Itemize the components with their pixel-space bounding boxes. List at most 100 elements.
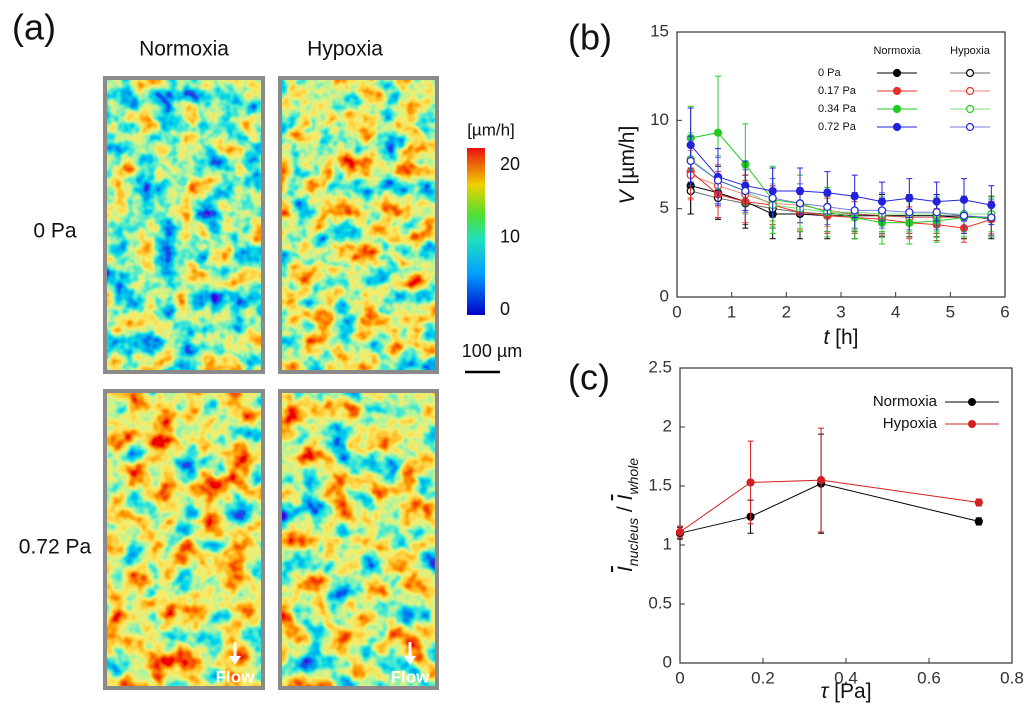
x-axis-symbol: τ — [820, 680, 829, 703]
y-axis-label: Inucleus / Iwhole — [614, 458, 641, 572]
panel-b: (b) t [h] V [µm/h] 0 1 2 3 4 5 6 0 5 10 15 Normoxia… — [568, 17, 1010, 349]
marker — [959, 211, 969, 220]
x-tick-label: 6 — [1000, 302, 1009, 321]
velocity-map — [105, 391, 263, 688]
y-tick-label: 2.5 — [648, 357, 672, 376]
legend-marker — [892, 86, 902, 96]
x-tick-label: 0.6 — [917, 668, 941, 687]
y-label-subscript: nucleus — [625, 518, 641, 566]
colorbar — [467, 148, 485, 315]
x-axis-symbol: t — [823, 326, 830, 349]
legend-header: Normoxia — [873, 45, 921, 57]
y-label-subscript: whole — [625, 458, 641, 495]
x-tick-label: 0.8 — [1000, 668, 1024, 687]
y-tick-label: 2 — [663, 416, 672, 435]
column-header: Normoxia — [139, 38, 229, 61]
x-axis-label: τ [Pa] — [820, 680, 871, 703]
x-tick-label: 5 — [946, 302, 955, 321]
series-line — [690, 160, 992, 218]
legend-marker — [892, 68, 902, 78]
series-line — [690, 171, 992, 229]
legend-label: 0.34 Pa — [818, 103, 857, 115]
x-tick-label: 0 — [675, 668, 684, 687]
marker — [987, 213, 996, 222]
plot-frame — [679, 367, 1013, 664]
legend-label: Hypoxia — [883, 415, 938, 432]
legend-label: 0.72 Pa — [818, 121, 857, 133]
y-label-symbol: I — [614, 494, 637, 500]
marker — [816, 476, 826, 485]
legend-marker — [965, 104, 975, 114]
legend-label: 0.17 Pa — [818, 85, 857, 97]
marker — [686, 156, 695, 166]
y-tick-label: 5 — [660, 198, 669, 217]
y-tick-label: 1 — [663, 534, 672, 553]
legend-marker — [892, 104, 902, 114]
colorbar-tick-label: 20 — [500, 154, 520, 174]
colorbar-tick-label: 0 — [500, 299, 510, 319]
velocity-map — [103, 76, 265, 374]
scale-bar-label: 100 µm — [462, 341, 522, 361]
y-tick-label: 15 — [650, 21, 669, 40]
marker — [713, 128, 723, 137]
map-border — [278, 389, 439, 690]
velocity-map — [280, 391, 437, 688]
map-border — [278, 76, 439, 374]
series-line — [690, 158, 992, 215]
marker — [850, 206, 859, 215]
y-axis-symbol: V — [616, 188, 639, 204]
marker — [974, 498, 983, 507]
velocity-map — [280, 78, 437, 372]
panel-label: (c) — [568, 357, 610, 398]
marker — [741, 186, 750, 196]
x-tick-label: 2 — [782, 302, 791, 321]
legend-marker — [968, 420, 976, 428]
y-tick-label: 1.5 — [648, 475, 672, 494]
colorbar-unit: [µm/h] — [467, 120, 515, 139]
x-tick-label: 4 — [891, 302, 900, 321]
panel-c: (c) τ [Pa] Inucleus / Iwhole 0 0.2 0.4 0.6 0… — [568, 357, 1024, 703]
y-axis-label: V [µm/h] — [616, 126, 639, 205]
x-axis-unit: [Pa] — [834, 680, 871, 703]
marker — [974, 517, 983, 526]
series-line — [679, 483, 979, 534]
x-tick-label: 1 — [727, 302, 736, 321]
legend-marker — [965, 86, 975, 96]
panel-label: (b) — [568, 17, 612, 58]
marker — [746, 478, 755, 487]
x-axis-unit: [h] — [835, 326, 858, 349]
panel-label: (a) — [12, 7, 56, 48]
series-line — [679, 479, 979, 533]
panel-a: (a) Normoxia Hypoxia 0 Pa 0.72 Pa Flow F… — [12, 7, 522, 690]
flow-label: Flow — [391, 667, 430, 686]
series-line — [690, 174, 992, 218]
plot-frame — [676, 31, 1006, 298]
legend-marker — [968, 398, 976, 406]
marker — [905, 208, 914, 217]
series-line — [690, 190, 992, 220]
legend-marker — [965, 122, 975, 132]
x-tick-label: 0.4 — [834, 668, 858, 687]
series-line — [690, 144, 992, 206]
marker — [795, 199, 805, 208]
legend-label: 0 Pa — [818, 67, 842, 79]
legend-label: Normoxia — [873, 393, 938, 410]
y-tick-label: 10 — [650, 110, 669, 129]
y-tick-label: 0 — [663, 652, 672, 671]
marker — [932, 208, 941, 217]
marker — [823, 202, 832, 211]
y-tick-label: 0.5 — [648, 593, 672, 612]
flow-arrow — [229, 642, 416, 665]
x-tick-label: 0.2 — [751, 668, 775, 687]
y-label-symbol: I — [614, 566, 637, 572]
column-header: Hypoxia — [307, 38, 383, 61]
marker — [877, 206, 887, 215]
map-border — [103, 76, 265, 374]
x-tick-label: 3 — [836, 302, 845, 321]
y-tick-label: 0 — [660, 286, 669, 305]
series-line — [690, 132, 992, 224]
marker — [713, 176, 723, 185]
x-tick-label: 0 — [672, 302, 681, 321]
colorbar-tick-label: 10 — [500, 226, 520, 246]
